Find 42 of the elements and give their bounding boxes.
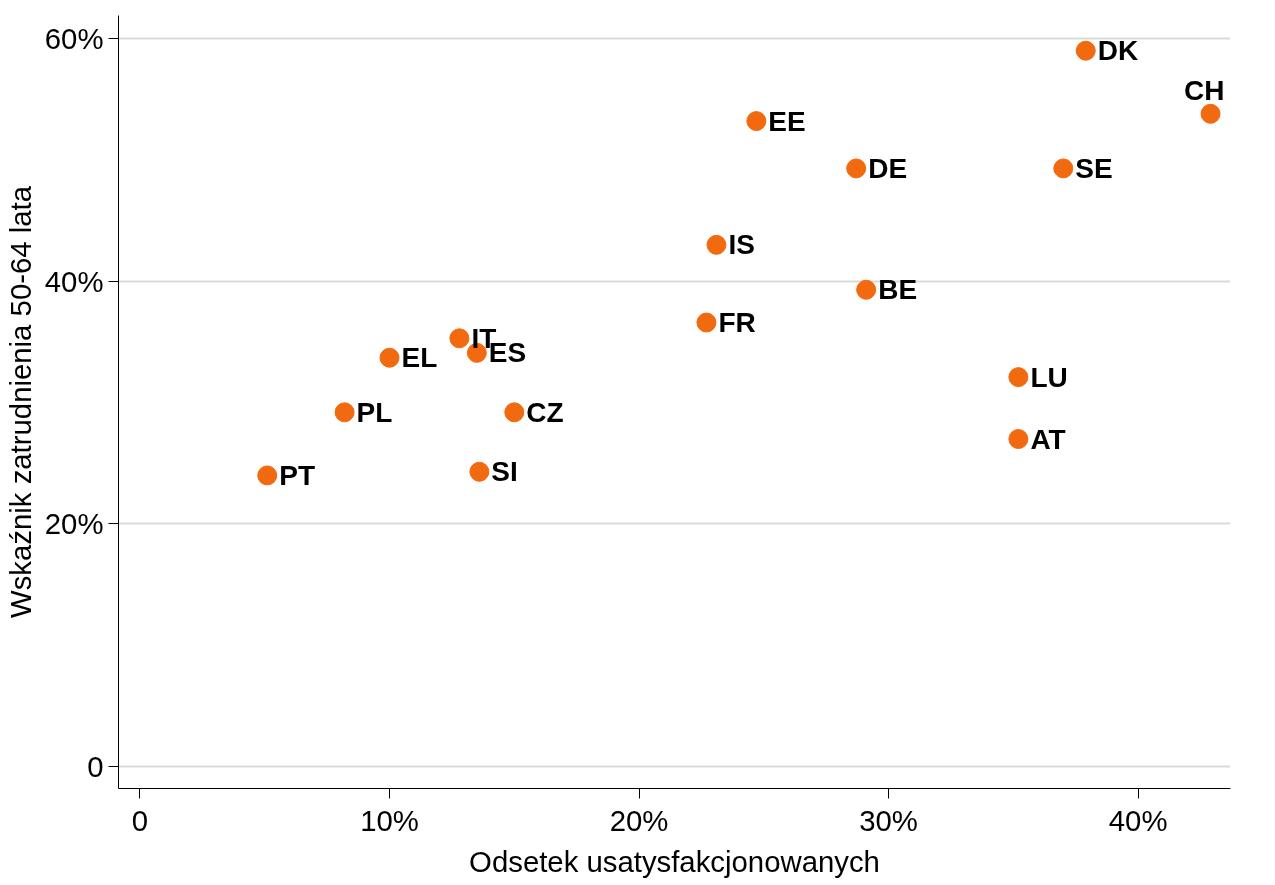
annotation: CH: [1184, 74, 1225, 106]
annotation: IS: [728, 229, 755, 261]
y-tick-label: 60%: [44, 22, 104, 56]
point: [696, 312, 717, 333]
point: [257, 465, 278, 486]
x-tick-label: 10%: [360, 803, 419, 837]
point: [469, 461, 490, 482]
annotation: DE: [868, 152, 908, 184]
x-tick-label: 40%: [1108, 803, 1168, 837]
y-axis-title: Wskaźnik zatrudnienia 50-64 lata: [3, 185, 37, 618]
point: [379, 347, 400, 368]
point: [504, 402, 525, 423]
annotation: SE: [1075, 152, 1113, 184]
x-axis-title: Odsetek usatysfakcjonowanych: [469, 844, 880, 878]
point: [1075, 40, 1096, 61]
annotation: EE: [768, 105, 806, 137]
annotation: CZ: [526, 396, 564, 428]
annotation: PT: [279, 459, 316, 491]
point: [746, 111, 767, 132]
y-tick-label: 40%: [44, 264, 104, 298]
annotation: SI: [491, 456, 518, 488]
point: [334, 402, 355, 423]
x-tick-label: 30%: [859, 803, 918, 837]
annotation: PL: [356, 396, 393, 428]
point: [1200, 103, 1221, 124]
x-tick-label: 20%: [609, 803, 669, 837]
y-tick-label: 20%: [44, 507, 104, 541]
annotation: BE: [878, 274, 918, 306]
annotation: LU: [1030, 361, 1068, 393]
annotation: EL: [401, 342, 438, 374]
y-tick-label: 0: [87, 750, 104, 784]
point: [706, 234, 727, 255]
annotation: AT: [1030, 423, 1066, 455]
point: [1008, 367, 1029, 388]
x-tick-label: 0: [131, 803, 149, 837]
point: [1008, 429, 1029, 449]
point: [846, 158, 867, 179]
point: [856, 279, 877, 300]
point: [1053, 158, 1074, 179]
point: [449, 328, 470, 349]
annotation: DK: [1097, 35, 1139, 67]
annotation: FR: [718, 307, 756, 339]
